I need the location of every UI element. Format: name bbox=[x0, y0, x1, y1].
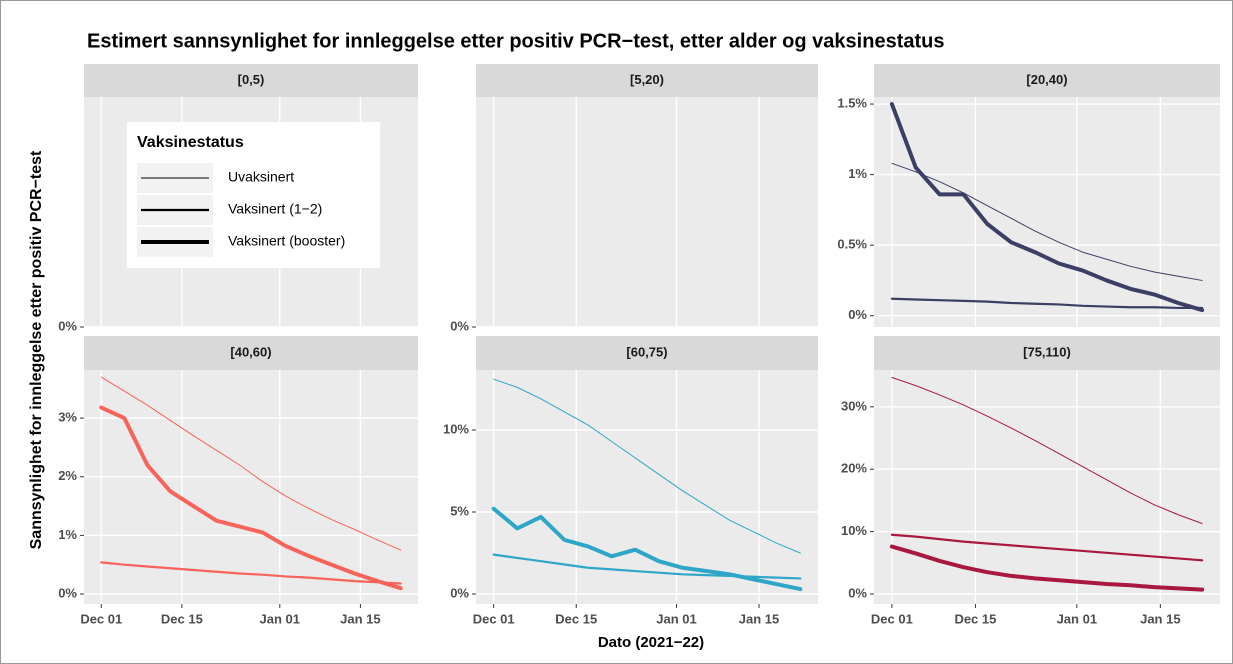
y-tick-label: 0% bbox=[58, 318, 77, 333]
x-tick-label: Jan 15 bbox=[739, 611, 779, 626]
x-tick-label: Dec 15 bbox=[555, 611, 597, 626]
x-tick-label: Dec 15 bbox=[954, 611, 996, 626]
y-tick-label: 0% bbox=[848, 307, 867, 322]
x-axis-label: Dato (2021−22) bbox=[598, 634, 704, 651]
series-line bbox=[889, 544, 1205, 592]
y-tick-label: 1% bbox=[58, 527, 77, 542]
y-tick-label: 20% bbox=[841, 461, 867, 476]
panel-background bbox=[84, 370, 418, 604]
strip bbox=[874, 64, 1220, 97]
series-line bbox=[889, 102, 1205, 313]
y-tick-label: 0% bbox=[450, 318, 469, 333]
legend: Vaksinestatus Uvaksinert Vaksinert (1−2) Va… bbox=[127, 122, 380, 268]
series-line bbox=[891, 162, 1203, 281]
series-line bbox=[890, 297, 1204, 310]
y-tick-label: 2% bbox=[58, 468, 77, 483]
y-tick-label: 1% bbox=[848, 166, 867, 181]
series-line bbox=[100, 561, 402, 585]
series-line bbox=[100, 376, 402, 551]
strip bbox=[84, 64, 418, 97]
x-tick-label: Dec 01 bbox=[473, 611, 515, 626]
strip bbox=[476, 336, 818, 370]
panel-title: [0,5) bbox=[238, 72, 265, 87]
legend-label: Uvaksinert bbox=[228, 169, 294, 185]
x-tick-label: Jan 01 bbox=[1057, 611, 1097, 626]
x-tick-label: Jan 01 bbox=[656, 611, 696, 626]
y-tick-label: 1.5% bbox=[837, 95, 867, 110]
y-tick-label: 3% bbox=[58, 410, 77, 425]
legend-title: Vaksinestatus bbox=[137, 134, 244, 151]
legend-label: Vaksinert (1−2) bbox=[228, 201, 322, 217]
panel-background bbox=[476, 97, 818, 327]
panel-title: [5,20) bbox=[630, 72, 664, 87]
legend-label: Vaksinert (booster) bbox=[228, 233, 345, 249]
y-tick-label: 0% bbox=[58, 585, 77, 600]
y-tick-label: 10% bbox=[841, 523, 867, 538]
y-tick-label: 10% bbox=[443, 421, 469, 436]
panel-title: [20,40) bbox=[1026, 72, 1067, 87]
y-tick-label: 5% bbox=[450, 503, 469, 518]
panel-background bbox=[874, 97, 1220, 327]
y-tick-label: 0% bbox=[848, 585, 867, 600]
series-line bbox=[493, 378, 801, 554]
x-tick-label: Dec 01 bbox=[80, 611, 122, 626]
series-line bbox=[99, 405, 403, 591]
x-tick-label: Jan 01 bbox=[260, 611, 300, 626]
x-tick-label: Dec 01 bbox=[871, 611, 913, 626]
x-tick-label: Dec 15 bbox=[161, 611, 203, 626]
y-tick-label: 0.5% bbox=[837, 237, 867, 252]
chart-title: Estimert sannsynlighet for innleggelse e… bbox=[87, 30, 944, 52]
panel-background bbox=[476, 370, 818, 604]
strip bbox=[84, 336, 418, 370]
x-tick-label: Jan 15 bbox=[1140, 611, 1180, 626]
y-tick-label: 0% bbox=[450, 585, 469, 600]
panel-background bbox=[874, 370, 1220, 604]
series-line bbox=[491, 506, 803, 592]
series-line bbox=[890, 533, 1204, 562]
strip bbox=[874, 336, 1220, 370]
panel-title: [75,110) bbox=[1023, 344, 1071, 359]
panel-title: [60,75) bbox=[626, 344, 667, 359]
x-tick-label: Jan 15 bbox=[340, 611, 380, 626]
strip bbox=[476, 64, 818, 97]
panel-title: [40,60) bbox=[230, 344, 271, 359]
series-line bbox=[891, 376, 1203, 525]
y-tick-label: 30% bbox=[841, 398, 867, 413]
y-axis-label: Sannsynlighet for innleggelse etter posi… bbox=[28, 150, 45, 549]
